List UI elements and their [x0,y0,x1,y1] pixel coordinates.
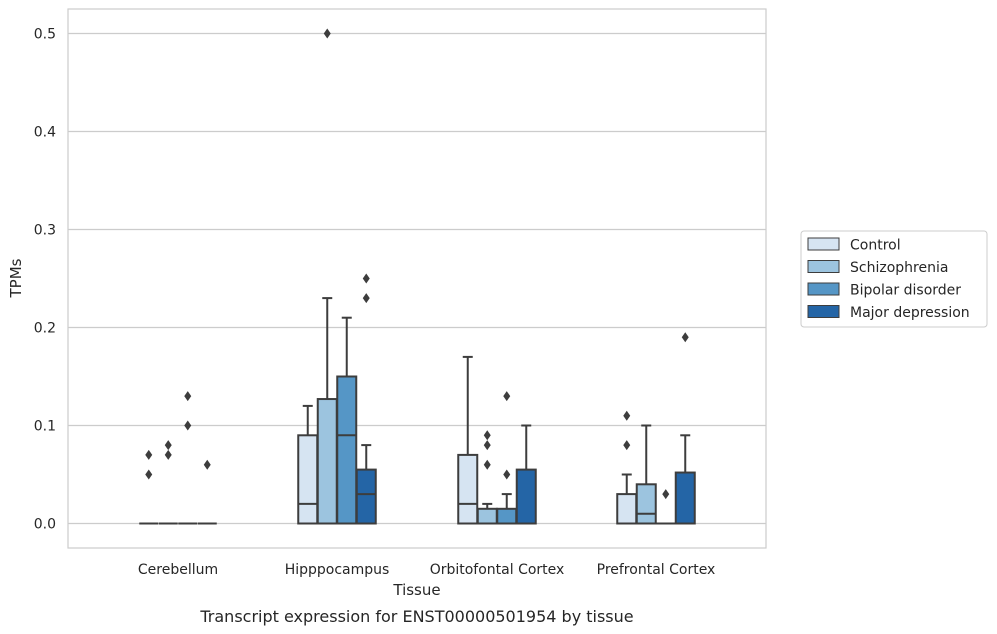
legend-swatch [807,260,840,273]
outlier-point [362,273,370,284]
legend: Control Schizophrenia Bipolar disorder Majo… [800,230,988,328]
legend-label: Control [850,238,901,254]
box-1-0 [297,404,319,525]
box-3-1 [635,424,657,525]
box-body [616,493,638,525]
box-0-1 [158,440,178,525]
outlier-point [662,489,670,500]
box-body [355,468,377,525]
box-body [336,375,358,525]
box-body [316,398,338,525]
y-tick-label: 0.4 [34,125,56,141]
box-0-2 [178,391,198,525]
outlier-point [483,459,491,470]
box-3-2 [656,489,676,525]
x-tick-label: Cerebellum [138,562,218,578]
outlier-point [503,391,511,402]
box-body [457,453,479,525]
legend-label: Major depression [850,305,970,321]
outlier-point [623,440,631,451]
box-0-3 [197,459,217,525]
box-1-2 [336,316,358,525]
outlier-point [203,459,211,470]
outlier-point [362,293,370,304]
box-2-1 [476,430,498,525]
box-2-0 [457,355,479,525]
legend-label: Schizophrenia [850,260,948,276]
outlier-point [145,469,153,480]
outlier-point [623,410,631,421]
legend-swatch [807,305,840,318]
y-tick-label: 0.0 [34,517,56,533]
box-body [476,507,498,525]
y-tick-label: 0.3 [34,223,56,239]
plot-area-frame [67,8,767,549]
outlier-point [164,440,172,451]
outlier-point [145,449,153,460]
x-axis-ticks: Cerebellum Hipppocampus Orbitofontal Corte… [138,562,715,578]
y-axis-label: TPMs [7,258,25,298]
outlier-point [164,449,172,460]
outlier-point [681,332,689,343]
legend-label: Bipolar disorder [850,283,961,299]
outlier-point [503,469,511,480]
legend-swatch [807,282,840,296]
x-tick-label: Orbitofontal Cortex [430,562,565,578]
outlier-point [323,28,331,39]
outlier-point [483,440,491,451]
box-body [496,507,518,525]
box-0-0 [139,449,159,525]
box-3-3 [674,332,696,525]
box-body [674,471,696,525]
box-body [297,434,319,525]
gridlines [68,32,766,525]
box-body [515,468,537,525]
legend-swatch [807,237,840,251]
box-body [635,483,657,525]
box-1-1 [316,28,338,525]
x-axis-label: Tissue [392,581,440,599]
y-axis-ticks: 0.0 0.1 0.2 0.3 0.4 0.5 [34,27,56,533]
outlier-point [483,430,491,441]
box-1-3 [355,273,377,525]
y-tick-label: 0.5 [34,27,56,43]
x-tick-label: Prefrontal Cortex [597,562,716,578]
y-tick-label: 0.1 [34,419,56,435]
chart-caption: Transcript expression for ENST0000050195… [199,607,633,626]
outlier-point [184,391,192,402]
y-tick-label: 0.2 [34,321,56,337]
box-3-0 [616,410,638,525]
legend-frame [800,230,988,328]
outlier-point [184,420,192,431]
box-2-2 [496,391,518,525]
box-2-3 [515,424,537,525]
x-tick-label: Hipppocampus [285,562,390,578]
boxes [139,28,696,525]
